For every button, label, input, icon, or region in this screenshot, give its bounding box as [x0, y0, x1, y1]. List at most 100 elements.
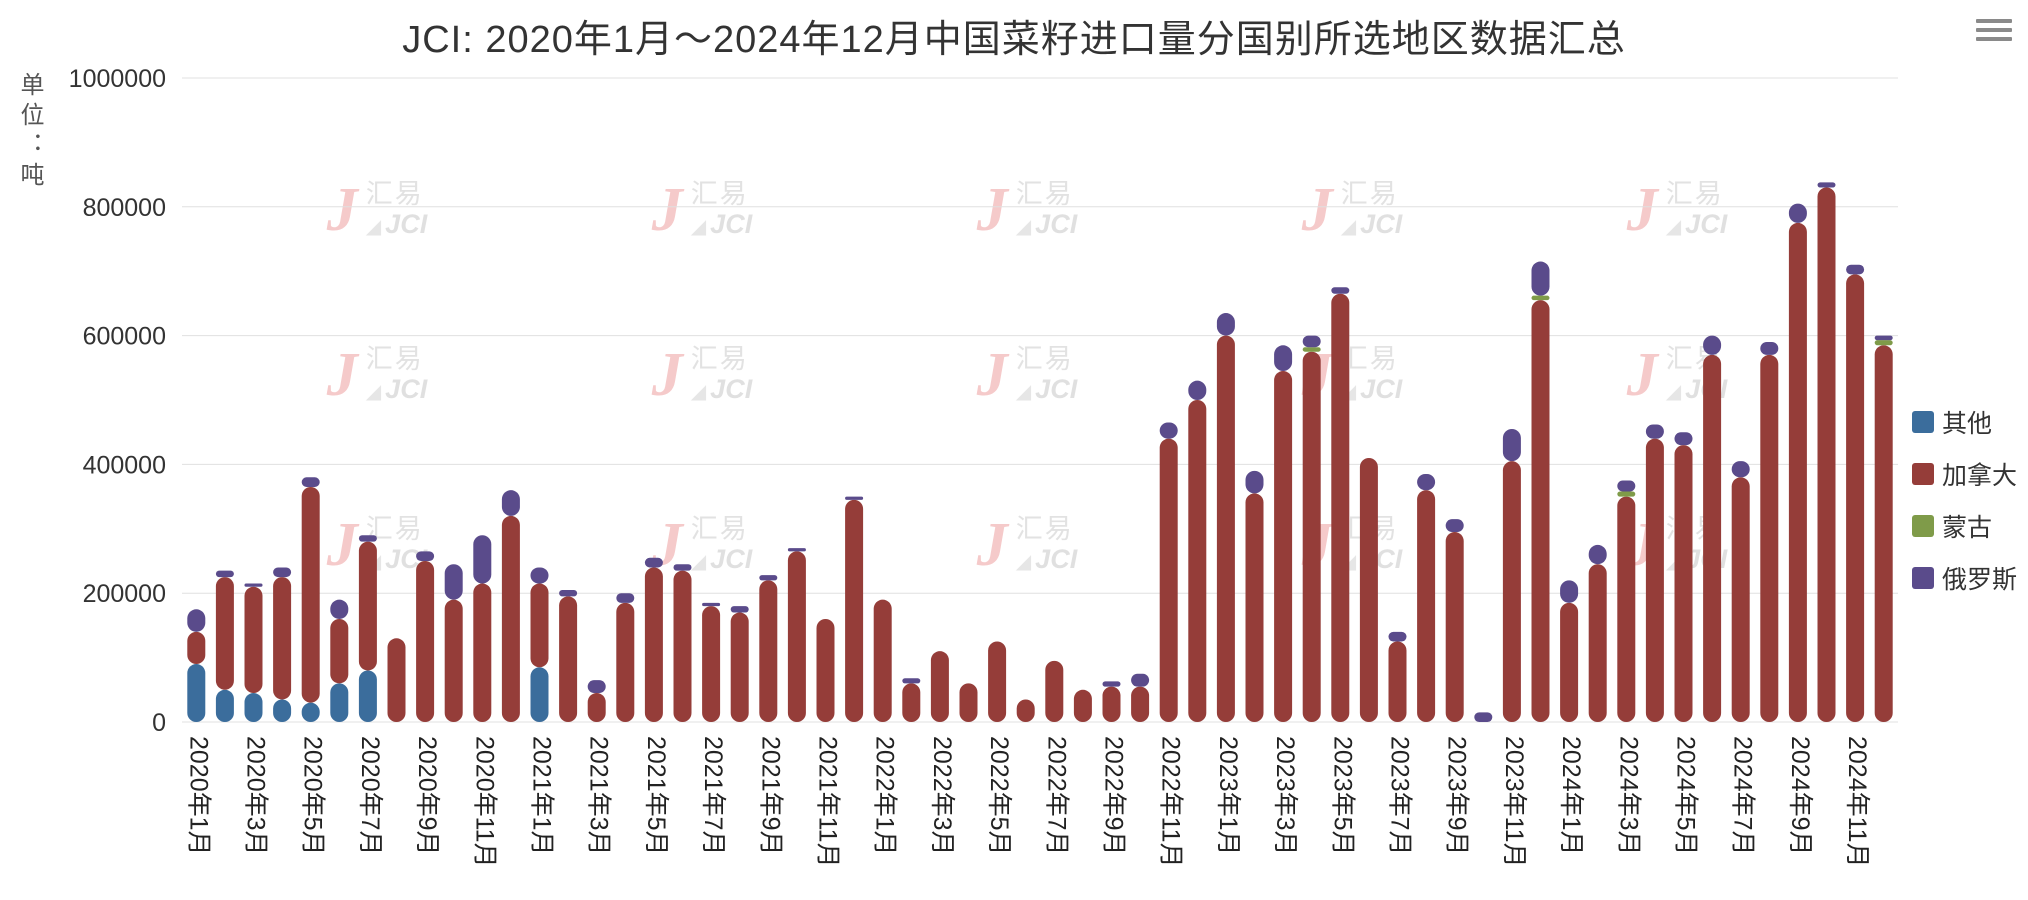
- bar-segment-canada[interactable]: [244, 586, 263, 694]
- bar-segment-canada[interactable]: [1531, 300, 1550, 722]
- bar-segment-russia[interactable]: [301, 477, 320, 487]
- bar-segment-russia[interactable]: [1188, 380, 1207, 400]
- bar-segment-canada[interactable]: [1417, 490, 1436, 722]
- bar-segment-russia[interactable]: [644, 557, 663, 568]
- legend-item-canada[interactable]: 加拿大: [1912, 456, 2017, 492]
- bar-segment-canada[interactable]: [845, 499, 864, 722]
- bar-segment-russia[interactable]: [787, 548, 806, 552]
- bar-segment-russia[interactable]: [587, 680, 606, 694]
- bar-segment-russia[interactable]: [530, 567, 549, 584]
- bar-segment-canada[interactable]: [1874, 345, 1893, 722]
- bar-segment-russia[interactable]: [473, 535, 492, 584]
- bar-segment-other[interactable]: [244, 693, 263, 722]
- bar-segment-russia[interactable]: [1703, 335, 1722, 355]
- bar-segment-russia[interactable]: [1760, 342, 1779, 355]
- bar-segment-canada[interactable]: [1073, 689, 1092, 722]
- legend-item-russia[interactable]: 俄罗斯: [1912, 560, 2017, 596]
- bar-segment-canada[interactable]: [358, 541, 377, 671]
- bar-segment-canada[interactable]: [1045, 660, 1064, 722]
- legend-item-other[interactable]: 其他: [1912, 404, 2017, 440]
- bar-segment-mongolia[interactable]: [1531, 295, 1550, 301]
- bar-segment-canada[interactable]: [416, 561, 435, 722]
- bar-segment-other[interactable]: [301, 702, 320, 722]
- bar-segment-canada[interactable]: [1731, 477, 1750, 722]
- bar-segment-russia[interactable]: [1274, 345, 1293, 372]
- bar-segment-russia[interactable]: [673, 564, 692, 571]
- bar-segment-canada[interactable]: [1703, 354, 1722, 722]
- bar-segment-canada[interactable]: [873, 599, 892, 722]
- bar-segment-russia[interactable]: [1817, 182, 1836, 188]
- bar-segment-canada[interactable]: [1216, 335, 1235, 722]
- bar-segment-mongolia[interactable]: [1874, 340, 1893, 346]
- bar-segment-canada[interactable]: [1560, 602, 1579, 722]
- bar-segment-canada[interactable]: [959, 683, 978, 722]
- bar-segment-russia[interactable]: [1560, 580, 1579, 603]
- bar-segment-canada[interactable]: [902, 683, 921, 722]
- bar-segment-russia[interactable]: [444, 564, 463, 600]
- bar-segment-canada[interactable]: [702, 606, 721, 722]
- bar-segment-russia[interactable]: [215, 570, 234, 578]
- bar-segment-russia[interactable]: [1245, 470, 1264, 494]
- bar-segment-russia[interactable]: [273, 567, 292, 578]
- menu-icon[interactable]: [1976, 10, 2012, 50]
- bar-segment-russia[interactable]: [616, 593, 635, 603]
- bar-segment-russia[interactable]: [1445, 519, 1464, 533]
- bar-segment-other[interactable]: [215, 689, 234, 722]
- bar-segment-canada[interactable]: [1846, 274, 1865, 722]
- bar-segment-canada[interactable]: [1502, 461, 1521, 722]
- bar-segment-canada[interactable]: [1645, 438, 1664, 722]
- bar-segment-other[interactable]: [358, 670, 377, 722]
- bar-segment-russia[interactable]: [1588, 544, 1607, 565]
- bar-segment-other[interactable]: [273, 699, 292, 722]
- bar-segment-canada[interactable]: [273, 577, 292, 700]
- bar-segment-russia[interactable]: [902, 678, 921, 684]
- bar-segment-canada[interactable]: [1102, 686, 1121, 722]
- bar-segment-canada[interactable]: [759, 580, 778, 722]
- bar-segment-russia[interactable]: [1417, 474, 1436, 491]
- bar-segment-russia[interactable]: [1302, 335, 1321, 348]
- bar-segment-russia[interactable]: [1216, 313, 1235, 336]
- bar-segment-canada[interactable]: [616, 602, 635, 722]
- bar-segment-canada[interactable]: [301, 486, 320, 703]
- bar-segment-canada[interactable]: [1817, 187, 1836, 723]
- bar-segment-canada[interactable]: [1302, 351, 1321, 722]
- bar-segment-russia[interactable]: [1388, 631, 1407, 642]
- bar-segment-canada[interactable]: [387, 638, 406, 722]
- bar-segment-russia[interactable]: [559, 589, 578, 597]
- bar-segment-russia[interactable]: [1502, 428, 1521, 462]
- bar-segment-russia[interactable]: [1102, 681, 1121, 687]
- bar-segment-russia[interactable]: [330, 599, 349, 619]
- bar-segment-russia[interactable]: [1159, 422, 1178, 439]
- bar-segment-canada[interactable]: [930, 651, 949, 722]
- bar-segment-russia[interactable]: [501, 490, 520, 516]
- bar-segment-canada[interactable]: [730, 612, 749, 722]
- bar-segment-other[interactable]: [330, 683, 349, 722]
- bar-segment-canada[interactable]: [1588, 564, 1607, 722]
- bar-segment-russia[interactable]: [1645, 424, 1664, 439]
- bar-segment-russia[interactable]: [845, 496, 864, 500]
- bar-segment-russia[interactable]: [187, 609, 206, 632]
- bar-segment-canada[interactable]: [1760, 354, 1779, 722]
- bar-segment-canada[interactable]: [1131, 686, 1150, 722]
- bar-segment-mongolia[interactable]: [1302, 347, 1321, 352]
- bar-segment-canada[interactable]: [187, 631, 206, 665]
- bar-segment-russia[interactable]: [1131, 673, 1150, 687]
- bar-segment-russia[interactable]: [244, 583, 263, 587]
- bar-segment-canada[interactable]: [1359, 457, 1378, 722]
- bar-segment-russia[interactable]: [358, 535, 377, 542]
- bar-segment-russia[interactable]: [1474, 712, 1493, 722]
- bar-segment-russia[interactable]: [1617, 480, 1636, 492]
- bar-segment-russia[interactable]: [702, 602, 721, 607]
- bar-segment-canada[interactable]: [501, 515, 520, 722]
- bar-segment-canada[interactable]: [988, 641, 1007, 723]
- bar-segment-canada[interactable]: [1188, 400, 1207, 722]
- bar-segment-canada[interactable]: [1274, 371, 1293, 722]
- bar-segment-canada[interactable]: [1674, 445, 1693, 722]
- bar-segment-canada[interactable]: [587, 693, 606, 722]
- bar-segment-canada[interactable]: [673, 570, 692, 722]
- bar-segment-canada[interactable]: [559, 596, 578, 722]
- bar-segment-canada[interactable]: [215, 577, 234, 690]
- bar-segment-canada[interactable]: [1159, 438, 1178, 722]
- bar-segment-canada[interactable]: [444, 599, 463, 722]
- bar-segment-canada[interactable]: [473, 583, 492, 722]
